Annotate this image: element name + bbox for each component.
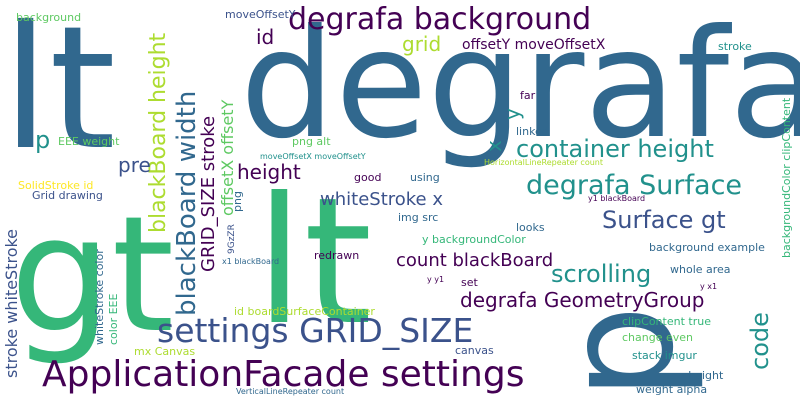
word-id: id (256, 25, 275, 49)
word-height: height (237, 160, 301, 184)
word-surface-gt: Surface gt (602, 206, 726, 234)
word-degrafa-large: degrafa (240, 0, 800, 172)
word-new-height: new height (662, 369, 724, 382)
word-applicationfacade-settings: ApplicationFacade settings (42, 354, 525, 395)
word-stack-imgur: stack imgur (632, 349, 697, 362)
word-img-src: img src (398, 211, 439, 224)
word-canvas: canvas (455, 344, 494, 357)
word-whitestroke-color: whiteStroke color (93, 249, 106, 345)
word-looks: looks (516, 221, 545, 234)
word-background: background (16, 11, 82, 24)
word-grid-size-stroke: GRID_SIZE stroke (198, 115, 219, 272)
word-change-even: change even (622, 331, 693, 344)
word-far: far (520, 89, 536, 102)
word-degrafa-background: degrafa background (288, 2, 592, 37)
word-container-height: container height (516, 135, 714, 163)
word-grid-drawing: Grid drawing (32, 189, 103, 202)
word-png: png (231, 191, 244, 212)
word-code: code (746, 312, 774, 370)
word-whitestroke-x: whiteStroke x (320, 189, 443, 210)
word-pre: pre (118, 153, 151, 177)
word-png-alt: png alt (292, 135, 331, 148)
word-mx-canvas: mx Canvas (134, 345, 196, 358)
word-backgroundcolor-clipcontent: backgroundColor clipContent (780, 97, 793, 258)
word-y-backgroundcolor: y backgroundColor (422, 233, 526, 246)
word-moveoffsety: moveOffsetY (225, 8, 296, 21)
word-y: y (500, 108, 524, 120)
word-grid: grid (402, 32, 442, 56)
word-lt-large-second: lt (255, 161, 373, 364)
word-good: good (354, 171, 382, 184)
word-count-blackboard: count blackBoard (396, 250, 554, 271)
word-x1-blackboard: x1 blackBoard (222, 257, 280, 266)
word-set: set (461, 276, 478, 289)
word-moveoffsetx-moveoffsety: moveOffsetX moveOffsetY (260, 152, 366, 161)
word-horizontallinerepeater-count: HorizontalLineRepeater count (484, 158, 604, 167)
word-linked: linked (516, 125, 549, 138)
word-lt-large: lt (2, 0, 116, 188)
word-clipcontent-true: clipContent true (622, 315, 711, 328)
word-color-eee: color EEE (107, 293, 120, 345)
word-settings-grid-size: settings GRID_SIZE (157, 311, 474, 350)
word-y1-blackboard: y1 blackBoard (588, 194, 646, 203)
word-offsety-moveoffsetx: offsetY moveOffsetX (462, 37, 606, 53)
word-p-small: p (35, 126, 51, 154)
word-x: x (482, 140, 506, 152)
word-blackboard-width: blackBoard width (172, 90, 202, 316)
word-weight-alpha: weight alpha (636, 383, 708, 396)
word-y-y1: y y1 (427, 275, 445, 284)
word-using: using (410, 171, 440, 184)
word-whole-area: whole area (670, 263, 731, 276)
word-gt-large: gt (10, 181, 175, 368)
word-background-example: background example (649, 241, 765, 254)
word-blackboard-height: blackBoard height (146, 32, 171, 233)
word-y-x1: y x1 (700, 282, 718, 291)
word-degrafa-surface: degrafa Surface (526, 170, 743, 201)
word-eee-weight: EEE weight (58, 135, 120, 148)
word-redrawn: redrawn (314, 249, 360, 262)
word-solidstroke-id: SolidStroke id (18, 179, 94, 192)
word-id-boardsurfacecontainer: id boardSurfaceContainer (234, 305, 375, 318)
word-stroke: stroke (718, 40, 752, 53)
word-degrafa-geometrygroup: degrafa GeometryGroup (460, 288, 705, 312)
word-scrolling: scrolling (551, 260, 652, 288)
word-9gzzr: 9GzZR (227, 224, 237, 254)
word-stroke-whitestroke: stroke whiteStroke (2, 228, 21, 378)
word-verticallinerepeater-count: VerticalLineRepeater count (236, 387, 345, 396)
